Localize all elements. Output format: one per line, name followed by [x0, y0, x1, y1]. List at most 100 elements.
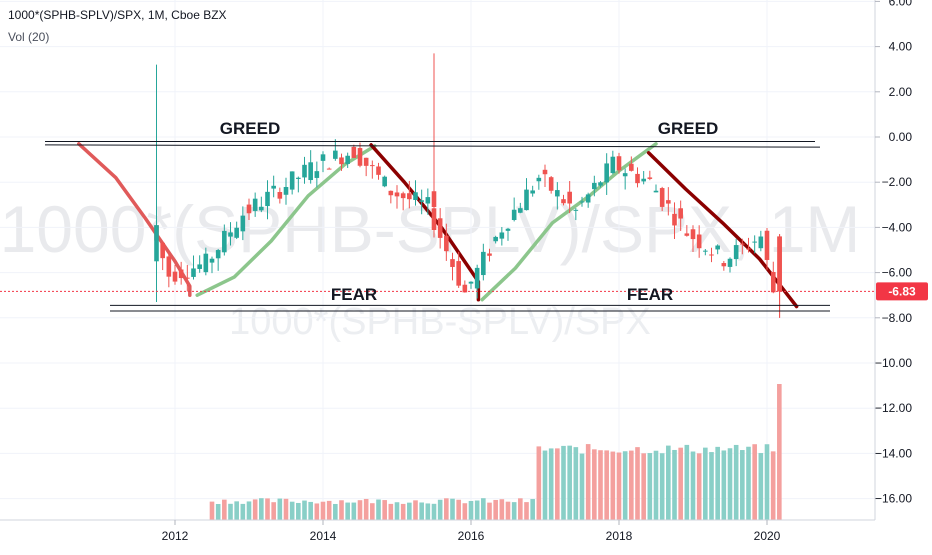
candle-body [191, 268, 196, 277]
volume-bar [419, 502, 424, 520]
candle-body [222, 230, 227, 253]
fear-right-label: FEAR [627, 285, 673, 304]
volume-bar [511, 502, 517, 520]
y-tick-label: −2.00 [882, 175, 913, 189]
volume-bar [462, 503, 468, 520]
trend-line-decline-1 [77, 142, 192, 297]
volume-bar [326, 500, 332, 520]
x-tick-label: 2020 [754, 529, 781, 543]
volume-bar [499, 499, 505, 520]
volume-bar [215, 503, 221, 520]
volume-bar [604, 450, 609, 520]
volume-bar [277, 498, 283, 520]
volume-bar [265, 498, 270, 520]
volume-bar [308, 501, 313, 520]
candle-body [666, 200, 671, 204]
volume-bar [252, 499, 258, 520]
candle-body [302, 164, 307, 178]
volume-bar [357, 500, 363, 520]
candle-body [647, 177, 653, 179]
volume-bar [536, 446, 542, 520]
greed-right-label: GREED [658, 119, 718, 138]
volume-bar [431, 503, 437, 520]
candle-body [419, 200, 424, 202]
candle-body [456, 261, 461, 286]
candle-body [339, 157, 344, 165]
candle-body [641, 178, 646, 182]
volume-bar [289, 501, 295, 520]
volume-bar [222, 499, 227, 520]
candle-body [462, 284, 468, 293]
volume-bar [616, 452, 622, 520]
volume-bar [400, 503, 406, 520]
volume-bar [450, 498, 455, 520]
volume-bar [573, 447, 579, 520]
volume-bar [234, 501, 239, 520]
volume-bar [376, 499, 381, 520]
candle-body [289, 171, 295, 190]
candle-body [308, 162, 313, 181]
volume-bar [727, 448, 733, 520]
candle-body [659, 188, 665, 207]
volume-bar [382, 500, 387, 520]
volume-bar [567, 445, 572, 520]
candle-body [585, 194, 591, 203]
candle-body [437, 218, 443, 238]
candle-body [579, 201, 585, 203]
volume-bar [653, 450, 659, 520]
candle-body [542, 169, 548, 175]
volume-bar [777, 384, 782, 520]
candle-body [653, 190, 659, 193]
candle-body [197, 264, 202, 269]
candle-body [752, 241, 757, 243]
candle-body [770, 271, 776, 293]
candle-body [622, 173, 628, 177]
volume-bar [209, 501, 215, 520]
candle-body [505, 228, 511, 231]
volume-indicator-label[interactable]: Vol (20) [8, 30, 50, 44]
volume-bar [271, 502, 276, 520]
time-axis[interactable]: 2012 2014 2016 2018 2020 [162, 520, 781, 543]
volume-bar [320, 501, 326, 520]
volume-bar [363, 498, 369, 520]
volume-bar [542, 450, 548, 520]
volume-bar [579, 453, 585, 520]
candle-body [351, 146, 357, 158]
volume-bar [684, 444, 690, 520]
volume-bar [610, 451, 616, 520]
candle-body [616, 156, 622, 171]
candle-body [259, 206, 264, 211]
candle-body [733, 245, 739, 260]
symbol-title[interactable]: 1000*(SPHB-SPLV)/SPX, 1M, Cboe BZX [8, 8, 227, 22]
candle-body [703, 250, 708, 252]
y-tick-label: −14.00 [875, 446, 912, 460]
candle-body [536, 177, 542, 182]
volume-bar [585, 444, 591, 520]
candle-body [370, 165, 375, 167]
candle-body [493, 236, 498, 242]
volume-bar [530, 499, 535, 520]
candle-body [567, 191, 572, 204]
volume-bar [228, 503, 233, 520]
x-tick-label: 2012 [162, 529, 189, 543]
volume-bar [561, 445, 566, 520]
fear-left-label: FEAR [331, 285, 377, 304]
candle-body [277, 192, 283, 199]
volume-bar [388, 503, 394, 520]
volume-bar [758, 453, 764, 520]
volume-bar [672, 449, 677, 520]
volume-bar [622, 451, 628, 520]
candle-body [530, 190, 535, 194]
candle-body [555, 190, 560, 197]
watermark-small: 1000*(SPHB-SPLV)/SPX [229, 301, 651, 343]
price-axis[interactable]: 6.00 4.00 2.00 0.00 −2.00 −4.00 −6.00 −8.00 −10.… [875, 0, 912, 506]
volume-bar [425, 503, 431, 520]
volume-bar [370, 503, 375, 520]
candle-body [678, 208, 683, 219]
volume-bar [259, 498, 264, 520]
candle-body [166, 256, 172, 277]
volume-bar [647, 453, 653, 520]
x-tick-label: 2014 [310, 529, 337, 543]
